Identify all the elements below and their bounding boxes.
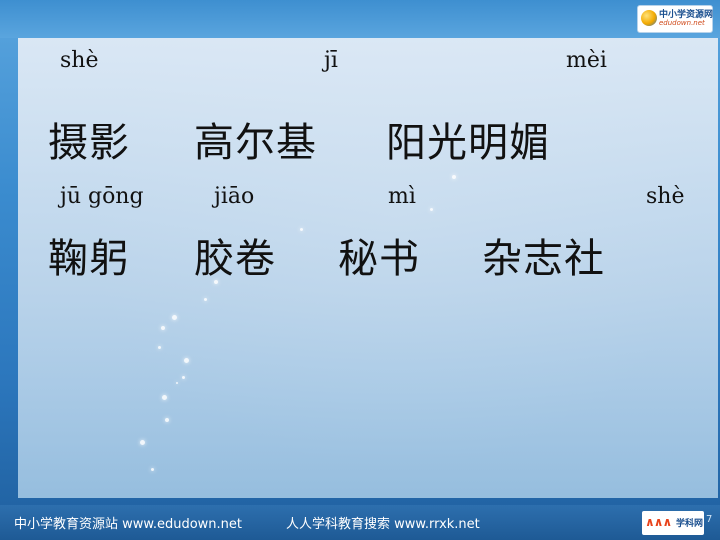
pinyin-she-2: shè: [646, 184, 685, 209]
globe-icon: [641, 10, 657, 26]
word-yangguangmingmei: 阳光明媚: [386, 120, 550, 166]
sparkle-decoration: [182, 376, 185, 379]
logo-subtitle: edudown.net: [659, 19, 705, 27]
sparkle-decoration: [176, 382, 178, 384]
sparkle-decoration: [151, 468, 154, 471]
pinyin-jiao: jiāo: [214, 184, 255, 209]
sparkle-decoration: [430, 208, 433, 211]
sparkle-decoration: [204, 298, 207, 301]
sparkle-decoration: [300, 228, 303, 231]
word-gaoerji: 高尔基: [194, 120, 317, 166]
footer-left-link[interactable]: 中小学教育资源站 www.edudown.net: [14, 517, 243, 532]
xkw-logo-icon: ∧∧∧: [645, 515, 672, 529]
word-zazhishe: 杂志社: [482, 236, 605, 282]
site-logo[interactable]: 中小学资源网 edudown.net: [637, 5, 713, 33]
pinyin-jugong: jū gōng: [60, 184, 144, 209]
footer-logo[interactable]: ∧∧∧ 学科网: [642, 511, 704, 535]
word-mishu: 秘书: [338, 236, 420, 282]
content-panel: [18, 38, 718, 498]
pinyin-ji: jī: [324, 48, 338, 73]
sparkle-decoration: [162, 395, 167, 400]
sparkle-decoration: [140, 440, 145, 445]
footer-bar: 中小学教育资源站 www.edudown.net 人人学科教育搜索 www.rr…: [0, 505, 720, 540]
top-bar: [0, 0, 720, 38]
sparkle-decoration: [452, 175, 456, 179]
logo-title: 中小学资源网: [659, 10, 714, 20]
sparkle-decoration: [165, 418, 169, 422]
word-jiaojuan: 胶卷: [194, 236, 276, 282]
sparkle-decoration: [184, 358, 189, 363]
footer-logo-text: 学科网: [676, 519, 704, 529]
sparkle-decoration: [214, 280, 218, 284]
sparkle-decoration: [161, 326, 165, 330]
footer-middle-link[interactable]: 人人学科教育搜索 www.rrxk.net: [286, 517, 480, 532]
pinyin-she: shè: [60, 48, 99, 73]
page-number: 7: [706, 514, 713, 525]
word-sheying: 摄影: [48, 120, 130, 166]
sparkle-decoration: [172, 315, 177, 320]
sparkle-decoration: [158, 346, 161, 349]
pinyin-mei: mèi: [566, 48, 607, 73]
pinyin-mi: mì: [388, 184, 416, 209]
word-jugong: 鞠躬: [48, 236, 130, 282]
